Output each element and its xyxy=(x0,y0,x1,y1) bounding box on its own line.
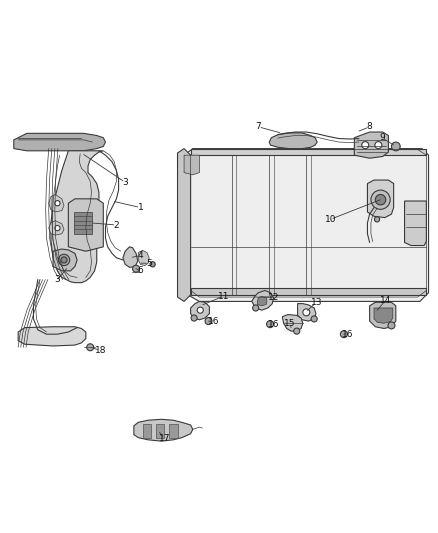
Circle shape xyxy=(197,307,203,313)
Circle shape xyxy=(293,328,300,334)
Text: 18: 18 xyxy=(95,346,106,355)
Text: 16: 16 xyxy=(268,320,279,329)
Polygon shape xyxy=(184,149,428,302)
Circle shape xyxy=(205,318,212,325)
Text: 2: 2 xyxy=(113,221,119,230)
Text: 7: 7 xyxy=(255,122,261,131)
Text: 10: 10 xyxy=(325,215,336,224)
Polygon shape xyxy=(134,419,193,441)
Polygon shape xyxy=(191,288,426,295)
Circle shape xyxy=(340,330,347,338)
Circle shape xyxy=(150,262,155,267)
Text: 17: 17 xyxy=(159,434,170,443)
Polygon shape xyxy=(252,290,274,310)
Circle shape xyxy=(362,142,369,149)
Circle shape xyxy=(311,316,317,322)
Circle shape xyxy=(87,344,94,351)
Circle shape xyxy=(253,305,259,311)
Polygon shape xyxy=(191,302,209,320)
Text: 11: 11 xyxy=(218,292,229,301)
Polygon shape xyxy=(258,296,267,306)
Polygon shape xyxy=(269,133,317,149)
Polygon shape xyxy=(374,308,393,323)
Text: 12: 12 xyxy=(268,293,279,302)
Polygon shape xyxy=(53,249,77,271)
Polygon shape xyxy=(191,149,426,155)
Circle shape xyxy=(374,217,380,222)
Circle shape xyxy=(388,322,395,329)
Polygon shape xyxy=(283,314,303,331)
Text: 14: 14 xyxy=(380,296,392,305)
Polygon shape xyxy=(138,251,149,265)
Circle shape xyxy=(392,142,400,151)
Text: 9: 9 xyxy=(379,133,385,142)
Text: 16: 16 xyxy=(208,318,219,326)
Circle shape xyxy=(267,321,274,328)
Polygon shape xyxy=(49,221,64,235)
Circle shape xyxy=(58,254,70,265)
Text: 3: 3 xyxy=(122,177,128,187)
Circle shape xyxy=(55,200,60,206)
Polygon shape xyxy=(143,424,151,438)
Polygon shape xyxy=(68,199,103,251)
Polygon shape xyxy=(14,133,106,151)
Text: 8: 8 xyxy=(367,122,372,131)
Circle shape xyxy=(375,195,386,205)
Text: 1: 1 xyxy=(138,203,143,212)
Polygon shape xyxy=(297,304,316,321)
Text: 6: 6 xyxy=(138,266,143,276)
Circle shape xyxy=(375,142,382,149)
Polygon shape xyxy=(405,201,426,246)
Text: 5: 5 xyxy=(146,259,152,268)
Polygon shape xyxy=(49,195,64,212)
Polygon shape xyxy=(367,180,394,217)
Circle shape xyxy=(55,225,60,231)
Text: 13: 13 xyxy=(311,298,322,307)
Polygon shape xyxy=(370,302,396,328)
Circle shape xyxy=(133,265,140,272)
Circle shape xyxy=(303,309,310,316)
Polygon shape xyxy=(18,327,86,346)
Circle shape xyxy=(61,257,67,263)
Text: 15: 15 xyxy=(284,319,296,328)
Text: 16: 16 xyxy=(342,330,353,338)
Circle shape xyxy=(191,315,197,321)
Text: 4: 4 xyxy=(138,251,143,260)
Polygon shape xyxy=(177,149,191,302)
Circle shape xyxy=(371,190,390,209)
Polygon shape xyxy=(51,151,103,282)
Polygon shape xyxy=(184,155,199,175)
Polygon shape xyxy=(155,424,164,438)
Polygon shape xyxy=(74,212,92,234)
Polygon shape xyxy=(123,247,138,268)
Text: 3: 3 xyxy=(55,275,60,284)
Polygon shape xyxy=(354,132,389,158)
Polygon shape xyxy=(169,424,177,438)
